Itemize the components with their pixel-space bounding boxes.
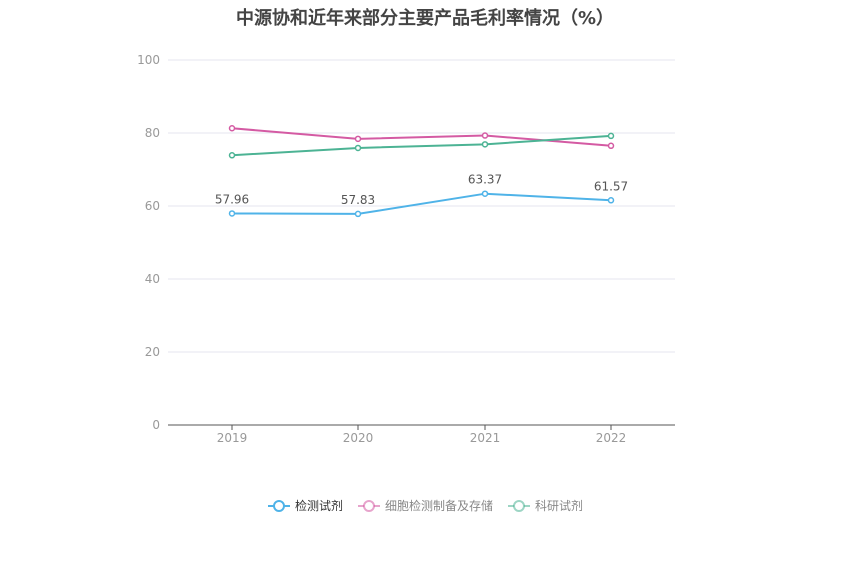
data-point	[228, 152, 236, 159]
gridlines	[168, 59, 675, 353]
data-point	[607, 197, 615, 204]
legend-label: 细胞检测制备及存储	[384, 499, 493, 513]
data-label: 57.83	[341, 193, 375, 207]
data-label: 63.37	[468, 173, 502, 187]
series-line	[231, 134, 612, 157]
legend: 检测试剂 细胞检测制备及存储 科研试剂	[0, 497, 850, 514]
y-axis: 0 20 40 60 80 100	[137, 53, 160, 432]
legend-item[interactable]: 科研试剂	[507, 497, 583, 514]
y-tick-label: 0	[152, 418, 160, 432]
chart-title: 中源协和近年来部分主要产品毛利率情况（%）	[235, 8, 615, 29]
data-point	[354, 144, 362, 152]
y-tick-label: 20	[145, 345, 160, 359]
legend-item[interactable]: 细胞检测制备及存储	[357, 497, 493, 514]
series-line	[231, 192, 612, 215]
data-point	[607, 132, 615, 140]
data-point	[354, 210, 362, 218]
data-point	[354, 135, 362, 143]
series-group	[228, 125, 615, 218]
x-axis: 2019 2020 2021 2022	[168, 424, 675, 445]
x-tick-label: 2021	[470, 431, 501, 445]
data-point	[607, 142, 615, 150]
data-point	[228, 210, 236, 217]
data-label: 61.57	[594, 179, 628, 193]
legend-line-icon	[357, 499, 380, 512]
data-point	[228, 125, 236, 132]
x-tick-label: 2020	[343, 431, 374, 445]
y-tick-label: 60	[145, 199, 160, 213]
data-labels: 57.96 57.83 63.37 61.57	[215, 173, 628, 207]
y-tick-label: 100	[137, 53, 160, 67]
data-point	[481, 132, 489, 139]
x-tick-label: 2019	[217, 431, 248, 445]
series-line	[231, 127, 612, 147]
legend-item[interactable]: 检测试剂	[267, 497, 343, 514]
y-tick-label: 80	[145, 126, 160, 140]
legend-line-icon	[267, 499, 290, 512]
y-tick-label: 40	[145, 272, 160, 286]
data-point	[481, 141, 489, 148]
x-tick-label: 2022	[596, 431, 627, 445]
legend-label: 科研试剂	[535, 499, 584, 513]
legend-line-icon	[508, 499, 530, 512]
legend-label: 检测试剂	[294, 499, 343, 513]
data-label: 57.96	[215, 192, 249, 206]
data-point	[481, 190, 489, 197]
